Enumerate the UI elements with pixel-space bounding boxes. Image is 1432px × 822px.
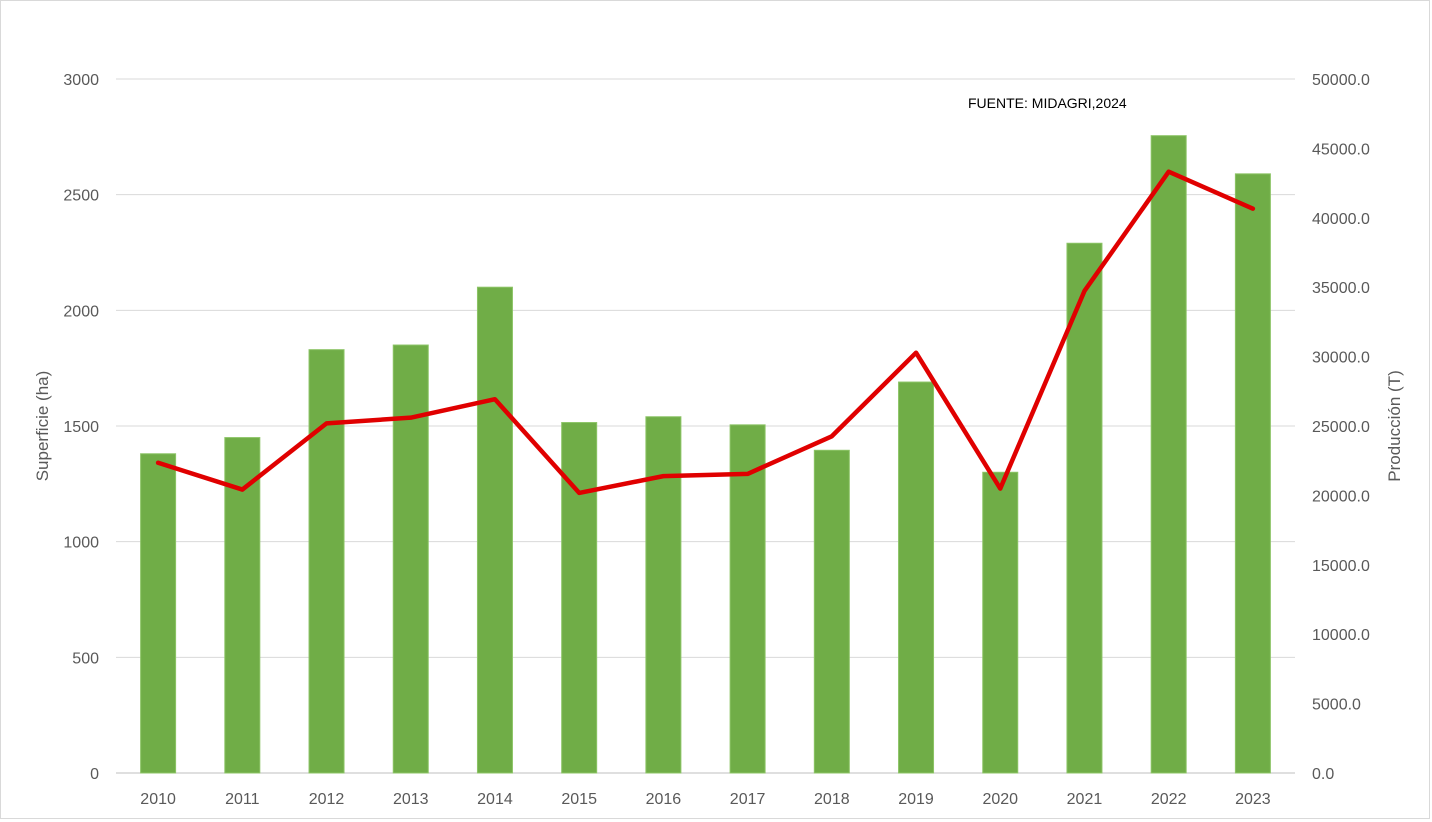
x-tick-label: 2010 [140,791,176,808]
right-tick-label: 40000.0 [1312,211,1370,228]
bar-2022 [1151,136,1186,773]
x-tick-label: 2022 [1151,791,1187,808]
right-tick-label: 35000.0 [1312,280,1370,297]
bar-2018 [814,450,849,773]
right-tick-label: 10000.0 [1312,627,1370,644]
bar-2016 [646,417,681,773]
right-tick-label: 0.0 [1312,766,1334,783]
x-tick-label: 2020 [982,791,1018,808]
bar-2010 [141,454,176,773]
bar-2012 [309,350,344,773]
bar-2013 [393,345,428,773]
right-tick-label: 5000.0 [1312,697,1361,714]
left-tick-label: 1500 [63,419,99,436]
right-axis-ticks: 0.0 5000.0 10000.0 15000.0 20000.0 25000.0 300… [1312,72,1370,783]
left-axis-ticks: 0 500 1000 1500 2000 2500 3000 [63,72,99,783]
left-tick-label: 2500 [63,188,99,205]
bar-2014 [477,287,512,773]
x-tick-label: 2018 [814,791,850,808]
x-tick-label: 2013 [393,791,429,808]
x-axis-ticks: 2010 2011 2012 2013 2014 2015 2016 2017 2018 2019… [140,791,1270,808]
bar-2020 [983,472,1018,773]
x-tick-label: 2014 [477,791,513,808]
x-tick-label: 2012 [309,791,345,808]
left-tick-label: 1000 [63,535,99,552]
bar-series [141,136,1271,773]
bar-2017 [730,425,765,773]
bar-2015 [562,423,597,773]
x-tick-label: 2019 [898,791,934,808]
right-tick-label: 15000.0 [1312,558,1370,575]
left-axis-title: Superficie (ha) [33,371,52,482]
x-tick-label: 2021 [1067,791,1103,808]
x-tick-label: 2015 [561,791,597,808]
right-tick-label: 30000.0 [1312,350,1370,367]
right-tick-label: 25000.0 [1312,419,1370,436]
right-tick-label: 45000.0 [1312,141,1370,158]
source-annotation: FUENTE: MIDAGRI,2024 [968,95,1127,111]
left-tick-label: 3000 [63,72,99,89]
x-tick-label: 2016 [646,791,682,808]
right-tick-label: 50000.0 [1312,72,1370,89]
x-tick-label: 2017 [730,791,766,808]
left-tick-label: 0 [90,766,99,783]
bar-2023 [1235,174,1270,773]
x-tick-label: 2011 [225,791,260,808]
x-tick-label: 2023 [1235,791,1271,808]
left-tick-label: 500 [72,650,99,667]
right-axis-title: Producción (T) [1385,370,1404,481]
bar-2019 [899,382,934,773]
right-tick-label: 20000.0 [1312,488,1370,505]
left-tick-label: 2000 [63,303,99,320]
gridlines [116,79,1295,773]
